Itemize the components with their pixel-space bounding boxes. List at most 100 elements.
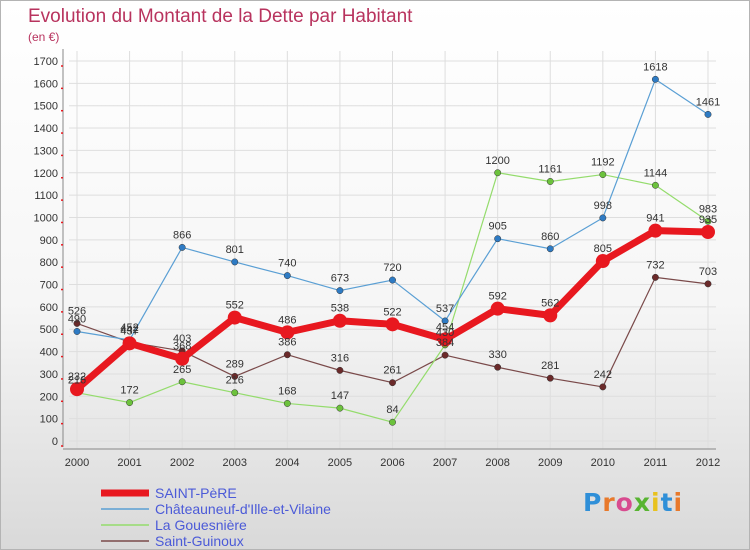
series-point-0 [122, 336, 137, 351]
series-point-0 [70, 382, 84, 397]
series-point-2 [336, 404, 344, 412]
y-tick-label: 1500 [34, 101, 58, 113]
data-label: 486 [278, 314, 296, 326]
data-label: 386 [278, 337, 296, 349]
series-point-0 [701, 225, 715, 239]
data-label: 1161 [538, 163, 562, 175]
data-label: 805 [594, 243, 612, 255]
data-label: 316 [331, 352, 349, 364]
series-point-1 [599, 214, 607, 222]
series-point-3 [651, 273, 659, 281]
series-point-3 [336, 366, 344, 374]
series-point-2 [704, 217, 712, 225]
data-label: 998 [594, 200, 612, 212]
series-point-1 [704, 110, 712, 118]
series-point-2 [546, 178, 554, 185]
data-label: 1618 [643, 61, 667, 73]
y-tick-label: 1100 [34, 190, 58, 202]
series-point-3 [283, 351, 291, 359]
data-label: 732 [646, 259, 664, 271]
x-tick-label: 2006 [380, 457, 404, 469]
data-label: 703 [699, 266, 717, 278]
series-point-1 [283, 272, 291, 280]
series-point-3 [546, 374, 554, 382]
series-point-1 [651, 75, 659, 83]
data-label: 1144 [644, 167, 668, 179]
y-tick-label: 1000 [34, 212, 58, 224]
series-point-2 [494, 169, 502, 177]
data-label: 552 [226, 300, 244, 312]
data-label: 537 [436, 303, 454, 315]
series-point-2 [389, 418, 396, 426]
series-point-3 [389, 379, 396, 387]
series-point-1 [336, 287, 344, 295]
y-tick-label: 200 [40, 391, 58, 403]
series-point-0 [227, 310, 242, 325]
series-point-3 [73, 319, 81, 327]
x-tick-label: 2008 [485, 457, 509, 469]
y-tick-label: 0 [52, 436, 58, 448]
legend-label-saint-pere: SAINT-PèRE [155, 485, 237, 501]
legend-label-chateauneuf: Châteauneuf-d'Ille-et-Vilaine [155, 501, 331, 517]
data-label: 673 [331, 273, 349, 285]
data-label: 265 [173, 364, 191, 376]
data-label: 935 [699, 214, 717, 226]
series-point-0 [385, 317, 400, 332]
data-label: 1200 [485, 155, 509, 167]
legend-swatch-saint-pere [101, 489, 149, 497]
data-label: 368 [173, 341, 191, 353]
data-label: 452 [120, 322, 138, 334]
data-label: 442 [120, 324, 138, 336]
x-tick-label: 2004 [275, 457, 299, 469]
series-point-1 [73, 328, 81, 335]
series-point-2 [126, 399, 134, 407]
data-label: 430 [436, 327, 454, 339]
data-label: 983 [699, 203, 717, 215]
x-tick-label: 2003 [223, 457, 247, 469]
legend-label-la-gouesniere: La Gouesnière [155, 517, 247, 533]
x-tick-label: 2000 [65, 457, 89, 469]
data-label: 522 [383, 306, 401, 318]
x-tick-label: 2007 [433, 457, 457, 469]
series-point-0 [490, 301, 505, 316]
y-tick-label: 800 [40, 257, 58, 269]
data-label: 384 [436, 337, 454, 349]
y-tick-label: 700 [40, 280, 58, 292]
data-label: 1461 [696, 96, 720, 108]
y-tick-label: 600 [40, 302, 58, 314]
series-point-1 [178, 243, 186, 251]
series-point-1 [546, 245, 554, 253]
legend-item-chateauneuf: Châteauneuf-d'Ille-et-Vilaine [101, 501, 331, 517]
data-label: 216 [226, 375, 244, 387]
data-label: 866 [173, 229, 191, 241]
series-point-0 [175, 351, 190, 366]
series-point-0 [280, 325, 295, 340]
x-tick-label: 2002 [170, 457, 194, 469]
series-point-0 [332, 313, 347, 328]
series-point-0 [595, 254, 610, 269]
legend-item-la-gouesniere: La Gouesnière [101, 517, 331, 533]
data-label: 242 [594, 369, 612, 381]
data-label: 454 [436, 322, 454, 334]
proxiti-logo: Proxiti [583, 488, 683, 517]
x-tick-label: 2012 [696, 457, 720, 469]
data-label: 172 [120, 385, 138, 397]
logo-letter: i [651, 488, 661, 517]
logo-letter: t [660, 488, 674, 517]
x-tick-label: 2009 [538, 457, 562, 469]
data-label: 330 [488, 349, 506, 361]
series-point-3 [599, 383, 607, 391]
x-tick-label: 2010 [591, 457, 615, 469]
y-tick-label: 1400 [34, 123, 58, 135]
data-label: 526 [68, 305, 86, 317]
series-point-2 [178, 378, 186, 386]
y-tick-label: 500 [40, 324, 58, 336]
series-point-1 [441, 317, 449, 325]
data-label: 281 [541, 360, 559, 372]
data-label: 860 [541, 231, 559, 243]
logo-letter: P [583, 488, 603, 517]
data-label: 216 [68, 375, 86, 387]
data-label: 403 [173, 333, 191, 345]
